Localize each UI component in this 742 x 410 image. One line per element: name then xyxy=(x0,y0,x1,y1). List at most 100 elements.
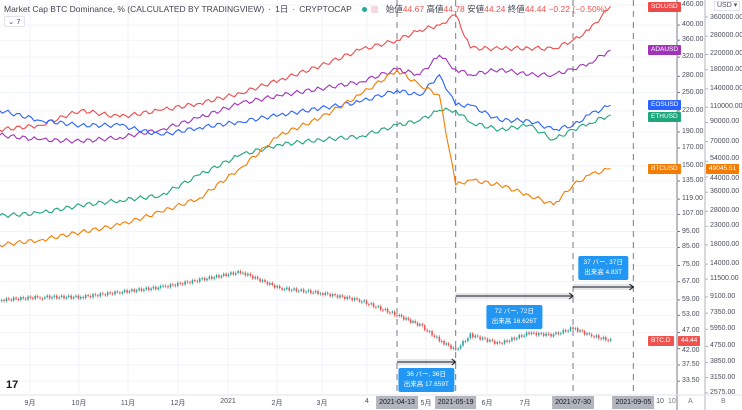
candle-body xyxy=(116,291,119,293)
candle-body xyxy=(97,295,99,297)
candle-body xyxy=(172,284,174,286)
candle-body xyxy=(225,273,227,277)
candle-body xyxy=(44,297,46,299)
candle-body xyxy=(501,343,503,345)
candle-body xyxy=(293,288,295,290)
candle-body xyxy=(445,343,448,345)
candle-body xyxy=(341,295,344,297)
candle-body xyxy=(557,332,560,335)
candle-body xyxy=(3,299,5,302)
candle-body xyxy=(569,327,572,331)
axis-b-tick-label: 4750.00 xyxy=(710,342,736,350)
candle-body xyxy=(101,293,104,295)
candle-body xyxy=(72,296,75,299)
candle-body xyxy=(58,297,61,299)
candle-body xyxy=(450,345,452,349)
axis-b-tick-label: 18000.00 xyxy=(710,240,740,248)
candle-body xyxy=(135,290,138,292)
candle-body xyxy=(550,333,552,337)
axis-a-tick-label: 460.00 xyxy=(682,1,704,8)
candle-body xyxy=(356,298,358,300)
auto-scale-button-b[interactable]: B xyxy=(721,398,726,405)
candle-body xyxy=(99,293,102,297)
candle-body xyxy=(104,294,107,296)
exchange: CRYPTOCAP xyxy=(299,4,352,14)
symbol-title[interactable]: Market Cap BTC Dominance, % (CALCULATED … xyxy=(4,4,265,14)
candle-body xyxy=(15,297,17,299)
candle-body xyxy=(533,332,535,334)
currency-dropdown[interactable]: USD ▾ xyxy=(714,1,741,11)
axis-b-tick-label: 44000.00 xyxy=(710,174,740,182)
candle-body xyxy=(334,294,336,296)
axis-b-tick-label: 54000.00 xyxy=(710,154,740,162)
candle-body xyxy=(111,293,114,295)
interval[interactable]: 1日 xyxy=(275,4,289,14)
measure-arrow-head xyxy=(568,292,574,300)
candle-body xyxy=(77,295,80,299)
candle-body xyxy=(281,288,283,290)
candle-body xyxy=(358,299,361,302)
flag-icon[interactable] xyxy=(370,5,378,13)
candle-body xyxy=(24,298,27,300)
candle-body xyxy=(307,290,310,292)
series-tag-adausd: ADAUSD xyxy=(648,45,682,56)
candle-body xyxy=(516,338,518,340)
axis-a-tick-label: 95.00 xyxy=(682,227,700,235)
time-axis-label: 2021 xyxy=(220,398,236,405)
candle-body xyxy=(269,282,271,285)
candle-body xyxy=(560,333,562,335)
candle-body xyxy=(237,270,239,273)
candle-body xyxy=(484,337,486,339)
candle-body xyxy=(174,284,177,287)
candle-body xyxy=(67,295,70,297)
axis-a-tick-label: 75.00 xyxy=(682,261,700,269)
market-open-icon xyxy=(361,6,367,12)
candle-body xyxy=(471,333,474,338)
candle-body xyxy=(346,296,349,299)
candle-body xyxy=(215,275,218,278)
auto-scale-button-a[interactable]: A xyxy=(688,398,693,405)
candle-body xyxy=(572,327,574,329)
candle-body xyxy=(176,282,179,287)
candle-body xyxy=(239,270,242,274)
candle-body xyxy=(496,341,499,344)
candle-body xyxy=(109,292,111,294)
low-label: 安値 xyxy=(467,4,485,14)
candle-body xyxy=(92,294,94,298)
candle-body xyxy=(602,337,605,339)
time-axis-label: 10 xyxy=(656,398,664,405)
candle-body xyxy=(94,294,97,296)
candle-body xyxy=(324,292,327,296)
candle-body xyxy=(140,288,143,291)
axis-b-tick-label: 14000.00 xyxy=(710,260,740,268)
candle-body xyxy=(60,295,63,298)
candle-body xyxy=(491,339,494,341)
candle-body xyxy=(218,275,220,278)
candle-body xyxy=(310,290,312,294)
candle-body xyxy=(576,328,579,332)
btc-d-price-tag: 44.44 xyxy=(678,335,701,346)
candle-body xyxy=(234,272,237,275)
series-tag-solusd: SOLUSD xyxy=(648,2,681,12)
candle-body xyxy=(581,330,584,332)
candle-body xyxy=(542,333,545,336)
candle-body xyxy=(150,288,152,291)
candle-body xyxy=(405,317,407,320)
tradingview-logo[interactable]: 17 xyxy=(6,379,19,391)
time-axis-label: 3月 xyxy=(316,400,328,407)
candle-body xyxy=(498,341,501,344)
candle-body xyxy=(298,290,300,292)
measure-volume: 出来高 17.659T xyxy=(403,381,449,388)
candle-body xyxy=(336,295,339,298)
axis-a-tick-label: 119.00 xyxy=(682,195,703,203)
series-line-btcusd xyxy=(0,69,611,248)
candle-body xyxy=(20,297,22,301)
candle-body xyxy=(232,272,235,275)
indicators-collapse-button[interactable]: ⌄ 7 xyxy=(4,16,25,27)
axis-a-tick-label: 47.00 xyxy=(682,326,700,334)
candle-body xyxy=(169,284,172,288)
marked-date-label: 2021-09-05 xyxy=(612,396,655,409)
measure-bars: 72 バー, 72日 xyxy=(494,308,535,315)
axis-b-tick-label: 90000.00 xyxy=(710,118,740,126)
